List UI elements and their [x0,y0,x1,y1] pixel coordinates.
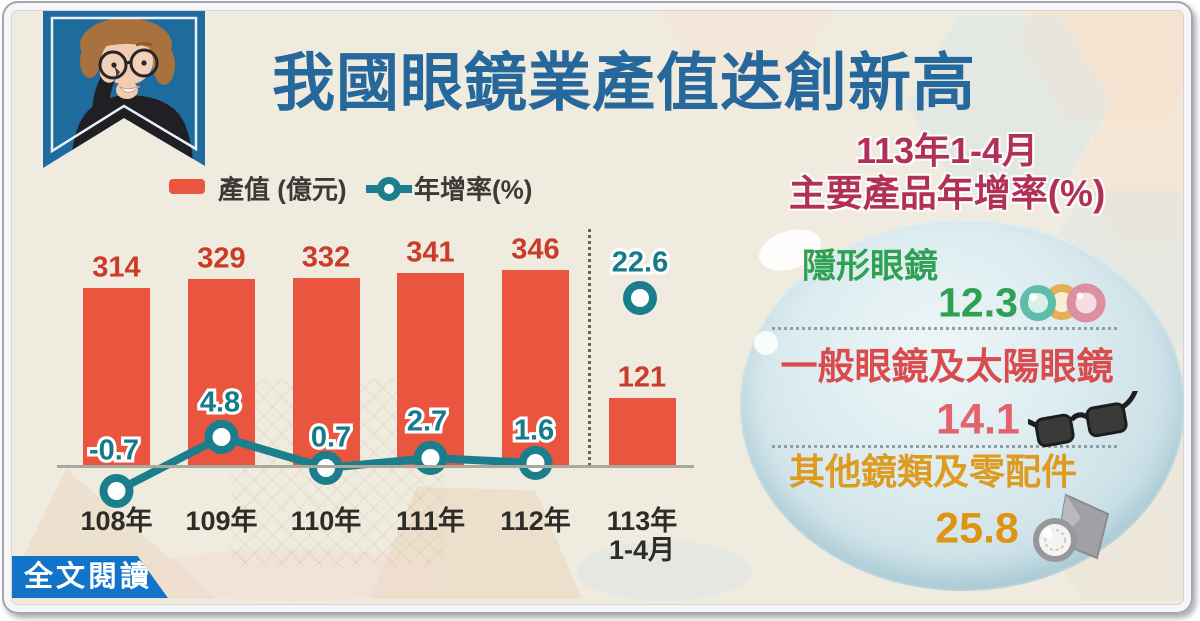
lens-accessories-icon [1033,493,1110,562]
read-more-label: 全文閱讀 [24,561,153,593]
growth-value-label: 4.8 [197,384,243,422]
dotted-divider [772,327,1117,330]
growth-value-label: 1.6 [511,412,557,450]
growth-value-label: 2.7 [404,403,450,441]
bar-value-label: 121 [617,361,667,394]
bar-value-label: 314 [92,251,141,284]
x-axis-label: 111年 [395,506,466,536]
decor-wash [577,541,752,601]
infographic-canvas: 我國眼鏡業產值迭創新高 產值 (億元) 年增率(%) 314 329 332 341 3… [2,1,1193,614]
growth-value-label: 0.7 [308,419,354,457]
x-axis-line [57,465,694,468]
product-label-contact-lenses: 隱形眼鏡 [802,247,938,286]
x-axis-label: 108年 [80,506,153,536]
growth-value-label: -0.7 [86,432,142,470]
right-panel-title-line2: 主要產品年增率(%) [788,173,1106,214]
bar-legend-swatch [169,179,205,194]
bar-value-label: 346 [511,233,560,266]
contact-lenses-icon [1020,283,1106,323]
period-separator-line [588,229,591,466]
presenter-avatar [43,9,205,168]
line-legend-label: 年增率(%) [414,174,533,205]
x-axis-label: 112年 [500,506,571,536]
product-growth-contact-lenses: 12.3 [938,279,1018,326]
product-label-other-lenses: 其他鏡類及零配件 [788,451,1078,492]
decor-wash [142,549,442,601]
bar-legend-label: 產值 (億元) [218,174,347,205]
product-growth-glasses-sunglasses: 14.1 [936,395,1020,444]
x-axis-label: 110年 [290,506,362,536]
product-growth-other-lenses: 25.8 [935,504,1019,553]
x-axis-label: 113年 1-4月 [606,506,678,565]
dotted-divider [772,445,1117,448]
growth-value-label: 22.6 [609,244,672,282]
main-title: 我國眼鏡業產值迭創新高 [272,48,976,119]
product-label-glasses-sunglasses: 一般眼鏡及太陽眼鏡 [780,346,1114,387]
line-legend-marker-icon [366,177,412,201]
bar-109年 [188,279,255,467]
read-more-button[interactable]: 全文閱讀 [12,556,168,598]
bar-value-label: 332 [301,241,351,274]
bubble-highlight [754,331,778,355]
right-panel-title-line1: 113年1-4月 [855,130,1039,171]
bar-113年 [608,398,676,467]
sunglasses-icon [1028,391,1140,448]
x-axis-label: 109年 [185,506,258,536]
bar-value-label: 341 [406,236,455,269]
bar-value-label: 329 [197,242,246,275]
